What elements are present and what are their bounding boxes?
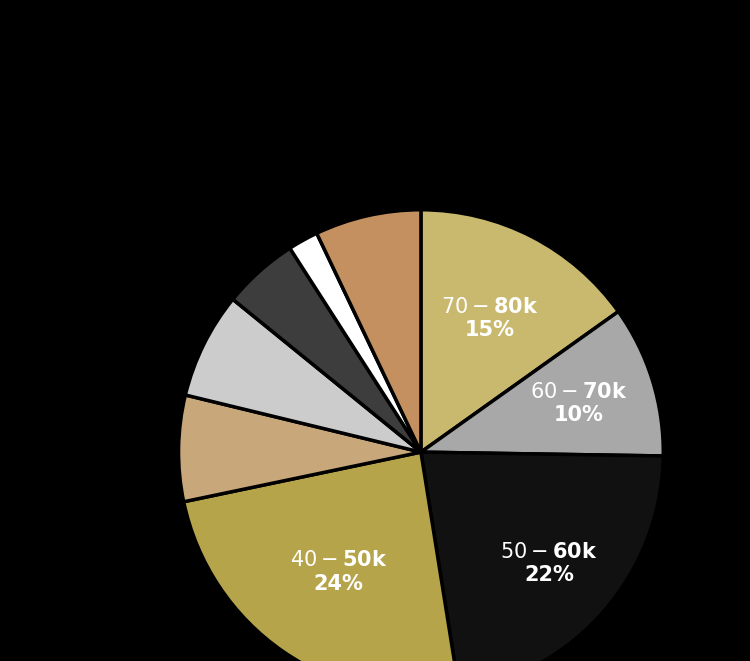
Wedge shape (184, 452, 459, 661)
Wedge shape (421, 311, 663, 456)
Wedge shape (185, 299, 421, 452)
Wedge shape (316, 210, 421, 452)
Wedge shape (290, 233, 421, 452)
Text: $60-$70k
10%: $60-$70k 10% (530, 381, 627, 425)
Wedge shape (232, 249, 421, 452)
Wedge shape (421, 452, 663, 661)
Text: $40-$50k
24%: $40-$50k 24% (290, 551, 387, 594)
Wedge shape (178, 395, 421, 502)
Text: $50-$60k
22%: $50-$60k 22% (500, 541, 598, 585)
Wedge shape (421, 210, 618, 452)
Text: $70-$80k
15%: $70-$80k 15% (441, 297, 538, 340)
